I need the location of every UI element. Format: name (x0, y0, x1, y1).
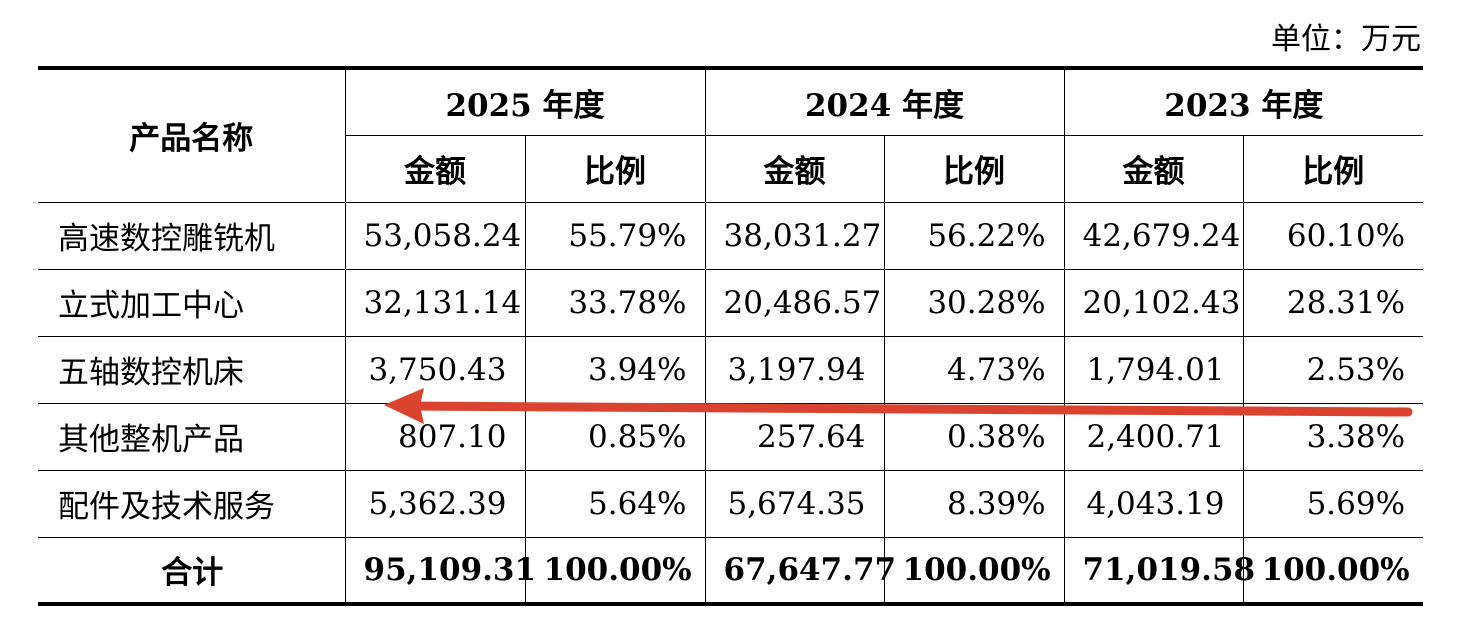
product-name-header: 产品名称 (38, 67, 346, 203)
product-name-cell: 五轴数控机床 (38, 335, 346, 404)
ratio-cell: 56.22% (883, 201, 1065, 270)
amount-header: 金额 (704, 134, 885, 203)
amount-header: 金额 (345, 134, 526, 203)
amount-cell: 807.10 (344, 402, 526, 471)
product-name-cell: 立式加工中心 (38, 268, 346, 337)
amount-cell: 1,794.01 (1063, 335, 1244, 404)
year-header-2025: 2025 年度 (344, 67, 706, 136)
amount-cell: 4,043.19 (1063, 469, 1244, 538)
ratio-cell: 60.10% (1242, 201, 1424, 270)
ratio-cell: 0.85% (524, 402, 706, 471)
revenue-table: 产品名称 2025 年度 2024 年度 2023 年度 金额 比例 金额 比例… (38, 66, 1424, 606)
ratio-header: 比例 (883, 134, 1065, 203)
ratio-cell: 0.38% (883, 402, 1065, 471)
total-ratio-cell: 100.00% (1242, 536, 1424, 605)
ratio-cell: 4.73% (883, 335, 1065, 404)
total-ratio-cell: 100.00% (883, 536, 1065, 605)
product-name-cell: 配件及技术服务 (38, 469, 346, 538)
ratio-cell: 3.94% (524, 335, 706, 404)
table-row: 配件及技术服务 5,362.39 5.64% 5,674.35 8.39% 4,… (38, 469, 1424, 538)
ratio-cell: 8.39% (883, 469, 1065, 538)
year-header-2024: 2024 年度 (704, 67, 1065, 136)
amount-cell: 20,102.43 (1063, 268, 1244, 337)
ratio-cell: 55.79% (524, 201, 706, 270)
total-amount-cell: 67,647.77 (704, 536, 896, 605)
amount-cell: 257.64 (704, 402, 885, 471)
ratio-cell: 5.69% (1242, 469, 1424, 538)
total-ratio-cell: 100.00% (524, 536, 706, 605)
ratio-cell: 28.31% (1242, 268, 1424, 337)
header-row-metrics: 金额 比例 金额 比例 金额 比例 (38, 134, 1424, 203)
product-name-cell: 其他整机产品 (38, 402, 346, 471)
total-row: 合计 95,109.31 100.00% 67,647.77 100.00% 7… (38, 536, 1424, 605)
table-row: 其他整机产品 807.10 0.85% 257.64 0.38% 2,400.7… (38, 402, 1424, 471)
table-row: 立式加工中心 32,131.14 33.78% 20,486.57 30.28%… (38, 268, 1424, 337)
amount-cell: 42,679.24 (1063, 201, 1244, 270)
amount-cell: 3,197.94 (704, 335, 885, 404)
ratio-cell: 33.78% (524, 268, 706, 337)
header-row-years: 产品名称 2025 年度 2024 年度 2023 年度 (38, 67, 1424, 203)
ratio-cell: 5.64% (524, 469, 706, 538)
amount-header: 金额 (1063, 134, 1244, 203)
ratio-header: 比例 (1242, 134, 1424, 203)
table-row: 五轴数控机床 3,750.43 3.94% 3,197.94 4.73% 1,7… (38, 335, 1424, 404)
table-row: 高速数控雕铣机 53,058.24 55.79% 38,031.27 56.22… (38, 201, 1424, 270)
amount-cell: 3,750.43 (344, 335, 526, 404)
product-name-cell: 高速数控雕铣机 (38, 201, 346, 270)
total-amount-cell: 71,019.58 (1063, 536, 1255, 605)
ratio-cell: 3.38% (1242, 402, 1424, 471)
amount-cell: 20,486.57 (704, 268, 885, 337)
amount-cell: 38,031.27 (704, 201, 885, 270)
amount-cell: 32,131.14 (344, 268, 526, 337)
total-label: 合计 (38, 536, 346, 605)
ratio-cell: 2.53% (1242, 335, 1424, 404)
total-amount-cell: 95,109.31 (344, 536, 536, 605)
unit-label: 单位：万元 (1271, 22, 1421, 57)
year-header-2023: 2023 年度 (1063, 67, 1424, 136)
ratio-header: 比例 (524, 134, 706, 203)
amount-cell: 5,674.35 (704, 469, 885, 538)
amount-cell: 2,400.71 (1063, 402, 1244, 471)
amount-cell: 53,058.24 (344, 201, 526, 270)
ratio-cell: 30.28% (883, 268, 1065, 337)
amount-cell: 5,362.39 (344, 469, 526, 538)
